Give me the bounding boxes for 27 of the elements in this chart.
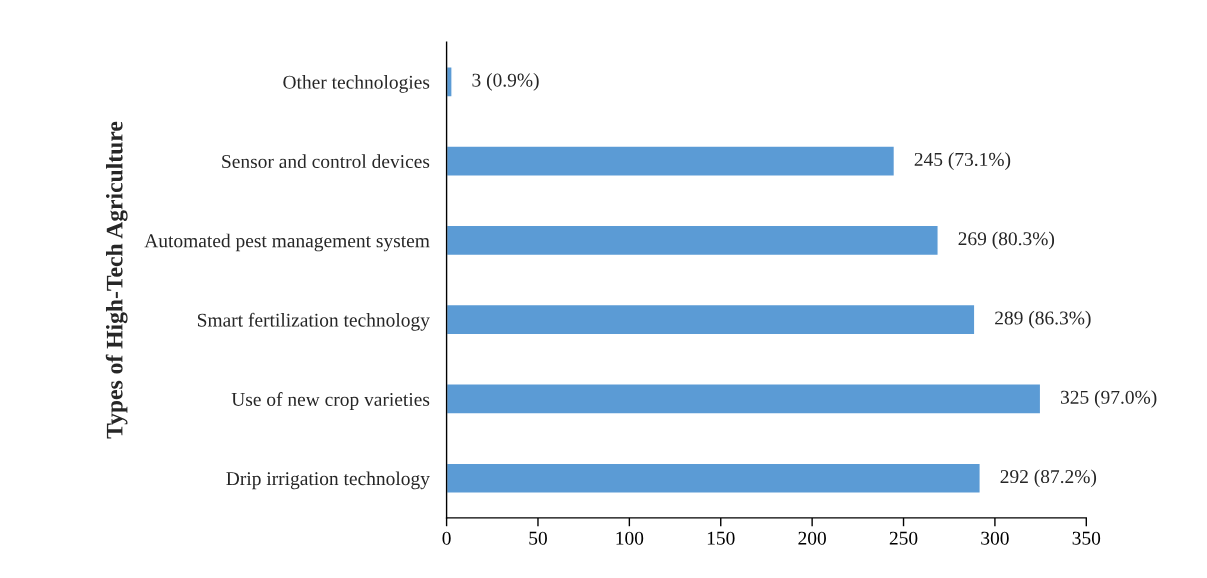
y-tick-label: Automated pest management system — [144, 233, 430, 252]
y-tick-label: Smart fertilization technology — [197, 312, 430, 331]
data-label: 292 (87.2%) — [1000, 469, 1097, 488]
y-tick-label: Use of new crop varieties — [231, 392, 430, 410]
bar — [446, 66, 453, 98]
data-label: 3 (0.9%) — [472, 73, 539, 91]
bar — [446, 145, 896, 177]
x-tick-label: 50 — [529, 531, 547, 545]
data-label: 289 (86.3%) — [995, 310, 1091, 329]
x-tick-label: 150 — [707, 531, 735, 545]
x-tick-label: 100 — [616, 531, 644, 545]
x-tick-label: 250 — [889, 531, 918, 545]
y-tick-label: Sensor and control devices — [222, 154, 430, 169]
bar — [446, 383, 1042, 415]
bar — [446, 303, 976, 336]
x-tick-label: 300 — [981, 531, 1009, 545]
x-tick-label: 350 — [1072, 531, 1101, 545]
data-label: 269 (80.3%) — [958, 231, 1055, 250]
y-axis-title: Types of High-Tech Agriculture — [105, 121, 128, 439]
bar — [446, 462, 981, 495]
y-tick-label: Drip irrigation technology — [226, 471, 430, 490]
bar — [446, 224, 939, 257]
data-label: 325 (97.0%) — [1060, 390, 1157, 408]
x-tick-label: 0 — [442, 531, 451, 545]
x-tick-label: 200 — [798, 531, 826, 545]
data-label: 245 (73.1%) — [914, 152, 1011, 170]
y-tick-label: Other technologies — [283, 75, 430, 93]
